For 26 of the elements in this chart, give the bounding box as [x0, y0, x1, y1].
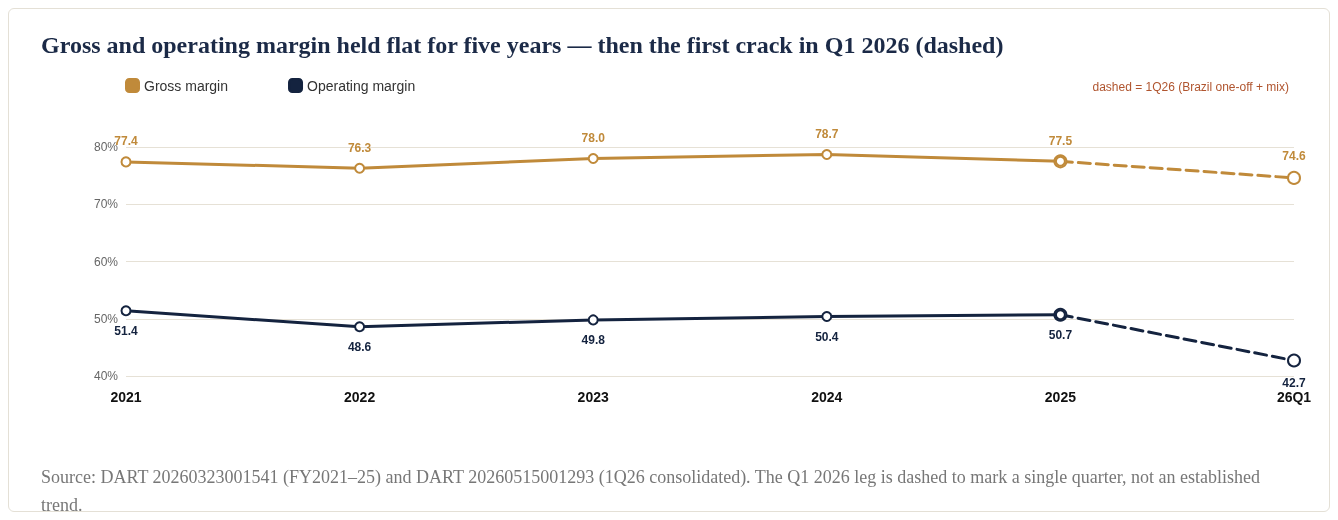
data-label: 49.8	[581, 333, 606, 348]
x-tick-label: 2025	[1044, 389, 1077, 405]
chart-title: Gross and operating margin held flat for five years — then the first crack in Q1 2026 (dashed)	[41, 32, 1004, 58]
source-note: Source: DART 20260323001541 (FY2021–25) and DART 20260515001293 (1Q26 consolidated). The Q1 2026 leg is dashed to mark a single quarter, not an established trend.	[41, 467, 1265, 515]
y-tick-label: 70%	[93, 197, 119, 212]
data-label: 50.4	[815, 329, 839, 344]
data-label: 51.4	[114, 324, 138, 339]
data-label: 42.7	[1282, 375, 1306, 390]
legend-label: Gross margin	[144, 77, 229, 94]
y-tick-label: 40%	[93, 369, 119, 383]
x-tick-label: 2023	[577, 389, 609, 405]
data-label: 76.3	[347, 140, 372, 155]
y-tick-label: 50%	[93, 311, 119, 326]
data-label: 74.6	[1282, 148, 1306, 163]
legend-label: Operating margin	[307, 77, 416, 94]
x-tick-label: 26Q1	[1276, 389, 1312, 405]
x-tick-label: 2024	[811, 389, 843, 405]
x-tick-label: 2022	[344, 389, 376, 405]
data-label: 48.6	[347, 340, 372, 355]
x-tick-label: 2021	[110, 389, 142, 405]
data-label: 78.0	[581, 130, 606, 145]
y-tick-label: 60%	[93, 254, 119, 269]
data-label: 78.7	[815, 126, 839, 141]
data-label: 50.7	[1048, 328, 1073, 343]
data-label: 77.5	[1048, 133, 1073, 148]
text: dashed = 1Q26 (Brazil one-off + mix)	[1092, 80, 1289, 94]
